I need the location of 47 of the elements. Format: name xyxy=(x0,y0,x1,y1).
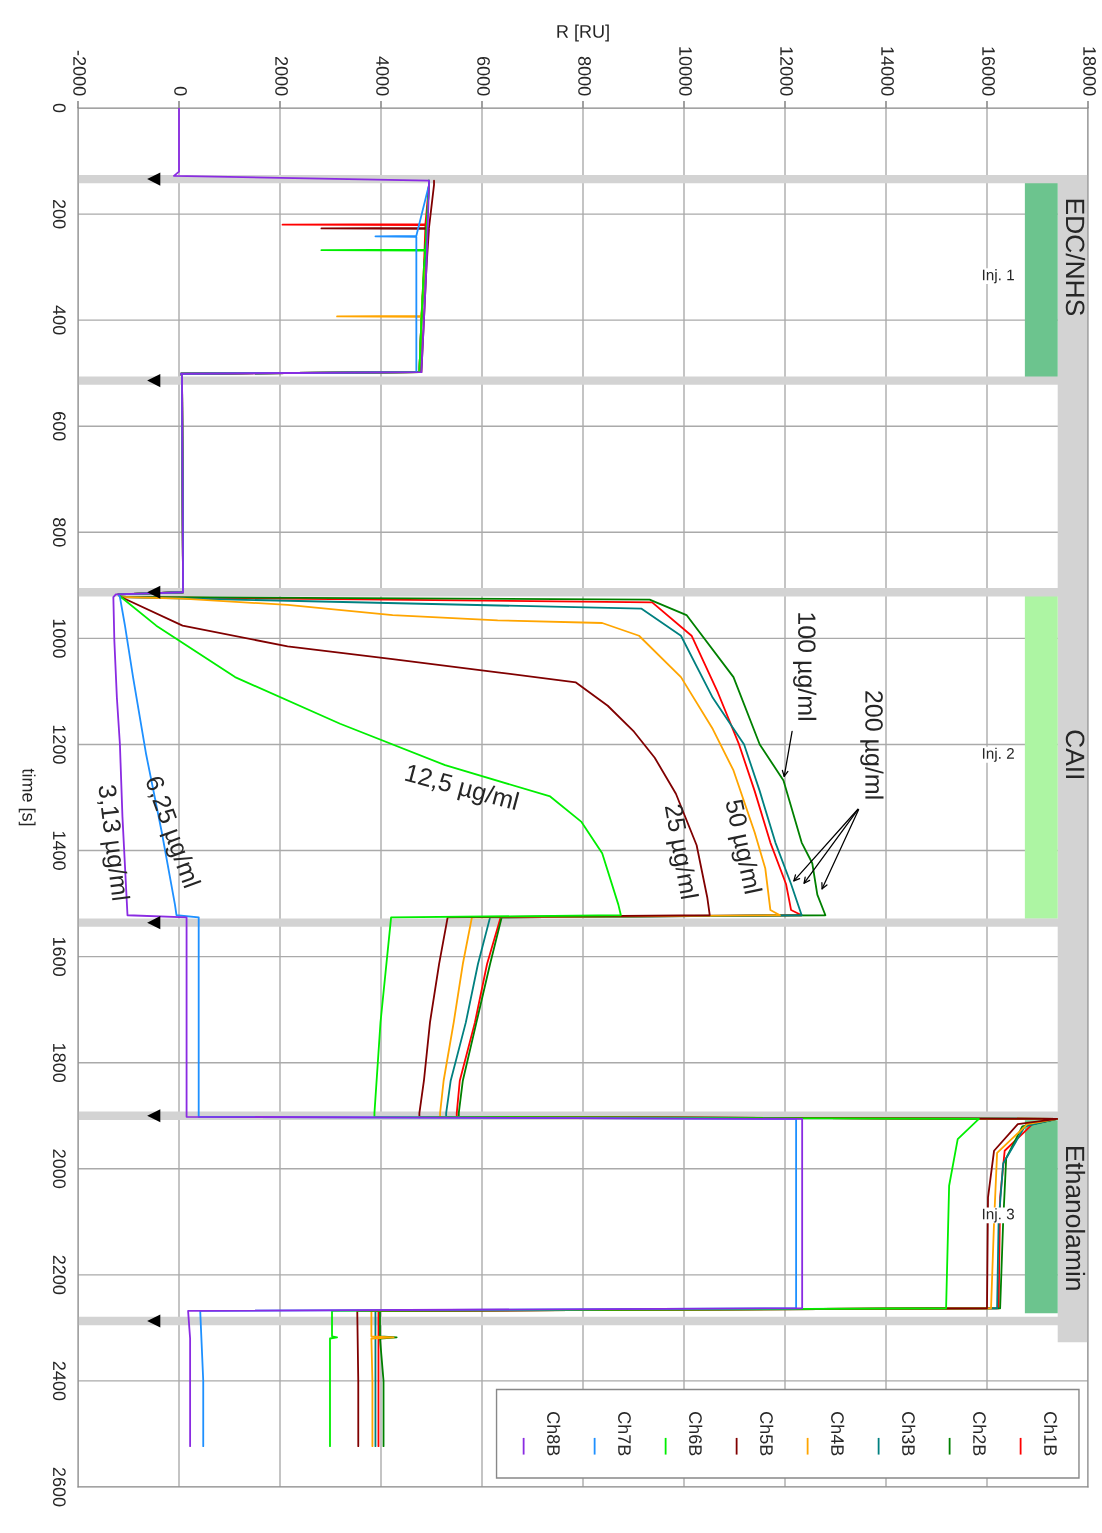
annotation: Inj. 1 xyxy=(982,269,1014,284)
x-tick-label: 0 xyxy=(174,86,187,96)
y-tick-label: 1400 xyxy=(52,831,66,870)
y-tick-label: 1600 xyxy=(52,937,66,976)
y-tick-label: 400 xyxy=(52,305,66,335)
x-tick-label: 10000 xyxy=(679,47,692,96)
y-tick-label: 2400 xyxy=(52,1361,66,1401)
annotation: CAII xyxy=(1065,730,1085,778)
x-tick-label: 2000 xyxy=(275,56,288,96)
x-tick-label: 6000 xyxy=(477,56,490,96)
annotation: 3,13 µg/ml xyxy=(93,784,131,901)
y-tick-label: 1000 xyxy=(52,619,66,658)
annotation: 25 µg/ml xyxy=(659,803,700,900)
x-tick-label: 18000 xyxy=(1083,47,1096,96)
annotation: 100 µg/ml xyxy=(793,613,817,720)
legend-label: Ch3B xyxy=(902,1412,916,1456)
x-axis-title: R [RU] xyxy=(557,24,609,42)
legend-label: Ch6B xyxy=(689,1412,703,1456)
annotation: 200 µg/ml xyxy=(860,691,884,799)
y-tick-label: 600 xyxy=(52,412,66,441)
x-tick-label: 12000 xyxy=(780,47,793,96)
legend-label: Ch1B xyxy=(1044,1412,1058,1456)
annotation: Inj. 3 xyxy=(982,1208,1014,1223)
x-tick-label: 16000 xyxy=(982,47,995,96)
y-tick-label: 1200 xyxy=(52,725,66,764)
annotation: EDC/NHS xyxy=(1065,199,1086,316)
y-tick-label: 0 xyxy=(52,103,66,113)
y-axis-title: time [s] xyxy=(18,768,36,826)
x-tick-label: 8000 xyxy=(578,56,591,96)
annotation: Inj. 2 xyxy=(982,747,1014,762)
legend-label: Ch4B xyxy=(831,1412,845,1456)
x-tick-label: 4000 xyxy=(376,56,389,96)
y-tick-label: 2000 xyxy=(52,1149,66,1189)
legend-label: Ch2B xyxy=(973,1412,987,1456)
annotation: Ethanolamin xyxy=(1065,1146,1086,1290)
y-tick-label: 2600 xyxy=(52,1467,66,1507)
legend-label: Ch5B xyxy=(760,1412,774,1456)
y-tick-label: 200 xyxy=(52,199,66,229)
annotation: 12,5 µg/ml xyxy=(403,763,520,815)
x-tick-label: -2000 xyxy=(73,50,86,96)
x-tick-label: 14000 xyxy=(881,47,894,96)
annotation: 50 µg/ml xyxy=(720,798,763,896)
legend-label: Ch8B xyxy=(547,1412,561,1456)
y-tick-label: 2200 xyxy=(52,1255,66,1295)
y-tick-label: 1800 xyxy=(52,1043,66,1083)
legend-label: Ch7B xyxy=(618,1412,632,1456)
y-tick-label: 800 xyxy=(52,518,66,547)
